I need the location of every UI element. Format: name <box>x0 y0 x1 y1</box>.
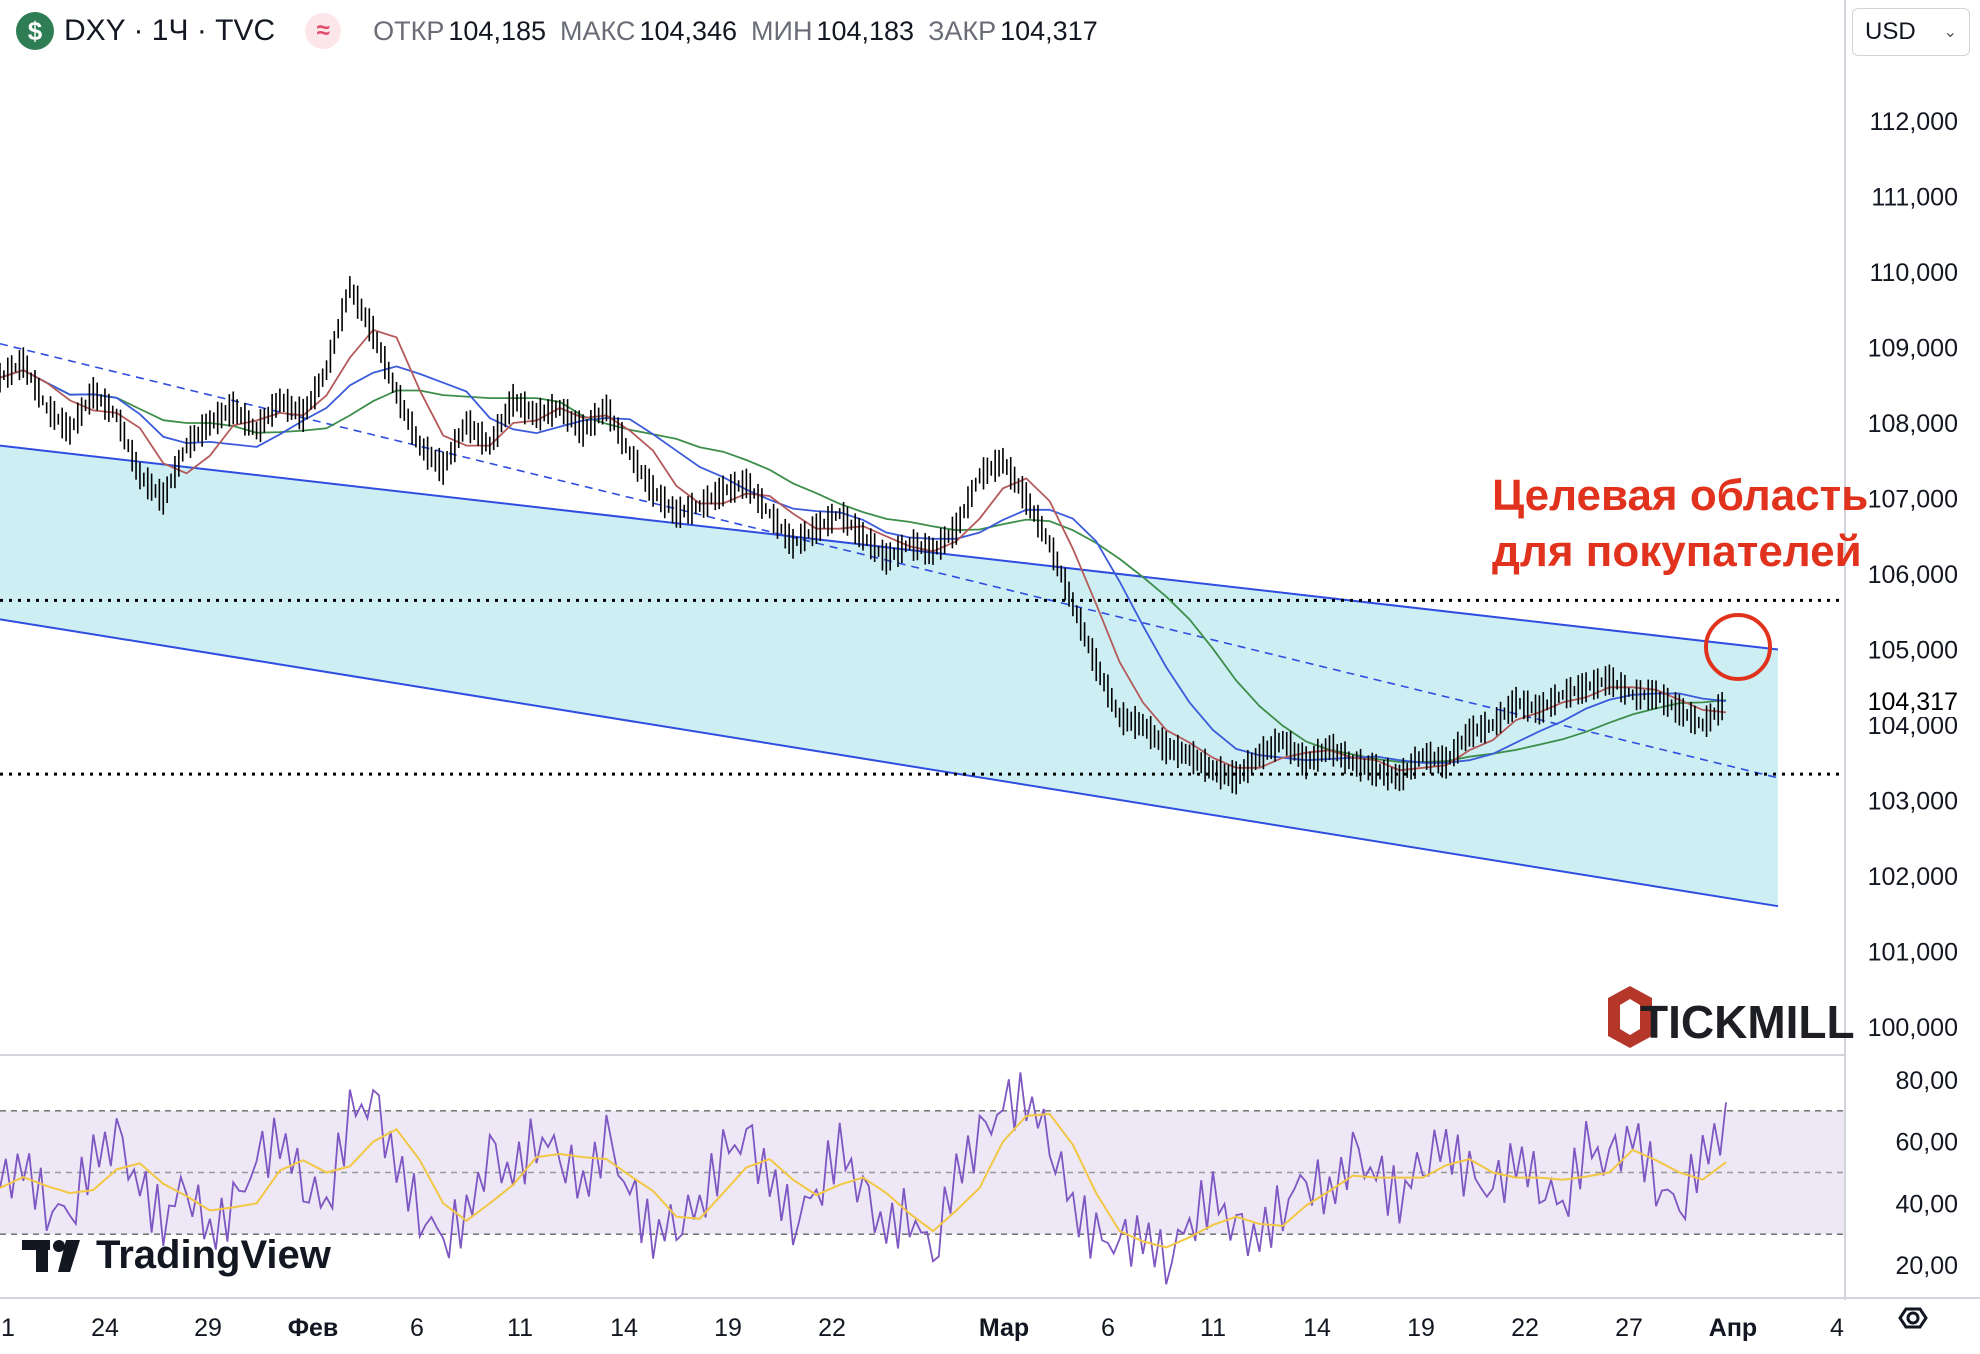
price-tick-label: 112,000 <box>1869 108 1958 136</box>
price-tick-label: 110,000 <box>1869 259 1958 287</box>
price-tick-label: 106,000 <box>1868 561 1958 589</box>
time-tick-label: 19 <box>1407 1314 1435 1342</box>
rsi-tick-label: 40,00 <box>1895 1190 1958 1218</box>
currency-value: USD <box>1865 18 1916 45</box>
time-tick-label: 4 <box>1830 1314 1844 1342</box>
price-tick-label: 109,000 <box>1868 335 1958 363</box>
price-tick-label: 107,000 <box>1868 486 1958 514</box>
channel-lower-line <box>0 618 1779 908</box>
tickmill-logo: TICKMILL <box>1608 986 1855 1048</box>
low-label: МИН <box>751 15 813 46</box>
price-pane <box>0 276 1845 908</box>
time-tick-label: Апр <box>1709 1314 1757 1342</box>
low-value: 104,183 <box>816 15 915 46</box>
time-tick-label: 6 <box>1101 1314 1115 1342</box>
indicator-icon[interactable]: ≈ <box>305 13 342 49</box>
gear-icon[interactable] <box>1898 1307 1928 1329</box>
rsi-tick-label: 20,00 <box>1895 1252 1958 1280</box>
last-price-label: 104,317 <box>1868 688 1958 716</box>
price-tick-label: 111,000 <box>1871 184 1958 212</box>
target-circle <box>1704 613 1772 681</box>
rsi-pane <box>0 1072 1845 1285</box>
last-price-badge <box>1848 683 1978 718</box>
rsi-line <box>0 1072 1727 1285</box>
rsi-tick-label: 80,00 <box>1895 1067 1958 1095</box>
rsi-band <box>0 1110 1845 1235</box>
channel-upper-line <box>0 444 1779 651</box>
open-value: 104,185 <box>448 15 546 46</box>
channel-mid-line <box>0 342 1779 779</box>
tickmill-text: TICKMILL <box>1640 996 1855 1048</box>
open-label: ОТКР <box>373 15 445 46</box>
time-tick-label: 19 <box>714 1314 742 1342</box>
time-tick-label: 24 <box>91 1314 119 1342</box>
dollar-icon[interactable]: $ <box>16 12 54 50</box>
time-tick-label: 14 <box>1303 1314 1331 1342</box>
price-tick-label: 101,000 <box>1868 939 1958 967</box>
close-value: 104,317 <box>1000 15 1098 46</box>
rsi-tick-label: 60,00 <box>1895 1129 1958 1157</box>
price-tick-label: 100,000 <box>1868 1014 1958 1042</box>
rsi-signal-line <box>0 1112 1727 1249</box>
price-series <box>0 276 1723 795</box>
tradingview-logo: TradingView <box>22 1233 332 1277</box>
annotation-line2: для покупателей <box>1492 527 1862 576</box>
close-label: ЗАКР <box>928 15 997 46</box>
time-tick-label: Фев <box>288 1314 339 1342</box>
chart-header: $ DXY · 1Ч · TVC ≈ ОТКР 104,185 МАКС 104… <box>0 0 1840 62</box>
price-tick-label: 108,000 <box>1868 410 1958 438</box>
symbol-title[interactable]: DXY · 1Ч · TVC <box>64 14 276 47</box>
price-tick-label: 105,000 <box>1868 637 1958 665</box>
price-tick-label: 102,000 <box>1868 863 1958 891</box>
tradingview-text: TradingView <box>96 1233 332 1277</box>
chevron-down-icon: ⌄ <box>1943 24 1957 41</box>
time-tick-label: 27 <box>1615 1314 1643 1342</box>
channel-fill <box>0 445 1778 907</box>
high-label: МАКС <box>560 15 636 46</box>
time-tick-label: Мар <box>979 1314 1029 1342</box>
time-tick-label: 22 <box>1511 1314 1539 1342</box>
time-tick-label: 11 <box>1200 1314 1226 1342</box>
time-tick-label: 22 <box>818 1314 846 1342</box>
price-tick-label: 103,000 <box>1868 788 1958 816</box>
time-tick-label: 29 <box>194 1314 222 1342</box>
currency-select[interactable]: USD ⌄ <box>1852 8 1970 56</box>
time-tick-label: 11 <box>507 1314 533 1342</box>
time-tick-label: 6 <box>410 1314 424 1342</box>
time-tick-label: 1 <box>1 1314 15 1342</box>
high-value: 104,346 <box>639 15 738 46</box>
time-tick-label: 14 <box>610 1314 638 1342</box>
annotation-line1: Целевая область <box>1492 471 1868 520</box>
